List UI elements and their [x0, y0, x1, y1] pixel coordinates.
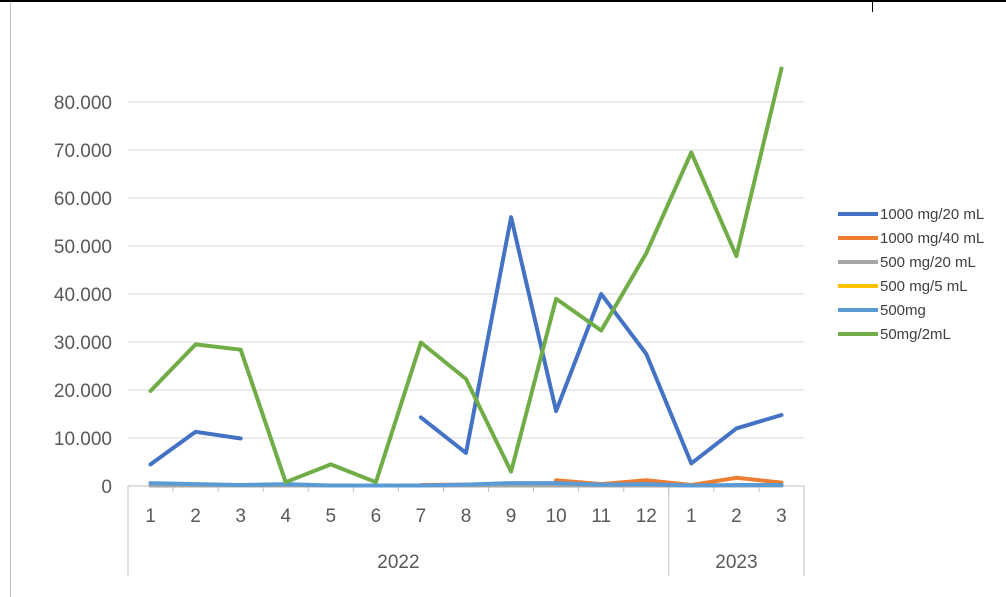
legend-label: 50mg/2mL — [880, 326, 951, 343]
x-tick-label: 2 — [190, 506, 201, 527]
x-tick-label: 8 — [461, 506, 472, 527]
sheet-border-left — [10, 2, 11, 597]
legend-label: 1000 mg/40 mL — [880, 230, 984, 247]
x-group-label: 2022 — [377, 552, 419, 573]
gridlines — [128, 101, 804, 439]
x-tick-label: 3 — [235, 506, 246, 527]
x-tick-label: 9 — [506, 506, 517, 527]
legend-label: 1000 mg/20 mL — [880, 206, 984, 223]
legend-label: 500 mg/20 mL — [880, 254, 976, 271]
x-tick-label: 7 — [416, 506, 427, 527]
y-tick-label: 70.000 — [54, 141, 112, 162]
legend: 1000 mg/20 mL 1000 mg/40 mL 500 mg/20 mL 50… — [838, 206, 984, 343]
x-tick-label: 6 — [371, 506, 382, 527]
x-tick-label: 10 — [546, 506, 567, 527]
y-tick-label: 40.000 — [54, 285, 112, 306]
y-tick-label: 10.000 — [54, 429, 112, 450]
legend-label: 500 mg/5 mL — [880, 278, 968, 295]
y-tick-label: 50.000 — [54, 237, 112, 258]
series-line — [148, 215, 784, 467]
series-lines — [148, 66, 784, 488]
legend-label: 500mg — [880, 302, 926, 319]
y-tick-label: 0 — [101, 477, 112, 498]
x-tick-label: 1 — [145, 506, 156, 527]
sheet-cell-divider — [872, 0, 873, 12]
x-tick-label: 4 — [280, 506, 291, 527]
y-tick-label: 30.000 — [54, 333, 112, 354]
x-tick-label: 2 — [731, 506, 742, 527]
sheet-border-top — [0, 0, 1006, 2]
y-tick-label: 60.000 — [54, 189, 112, 210]
x-tick-label: 3 — [776, 506, 787, 527]
x-tick-label: 12 — [636, 506, 657, 527]
y-tick-label: 20.000 — [54, 381, 112, 402]
series-line — [148, 66, 784, 485]
x-tick-label: 5 — [326, 506, 337, 527]
x-tick-label: 11 — [591, 506, 611, 527]
x-group-label: 2023 — [715, 552, 757, 573]
y-tick-label: 80.000 — [54, 93, 112, 114]
y-axis-ticks: 0 10.000 20.000 30.000 40.000 50.000 60.000 70.… — [54, 93, 112, 498]
x-tick-label: 1 — [686, 506, 697, 527]
series-line — [148, 481, 784, 488]
